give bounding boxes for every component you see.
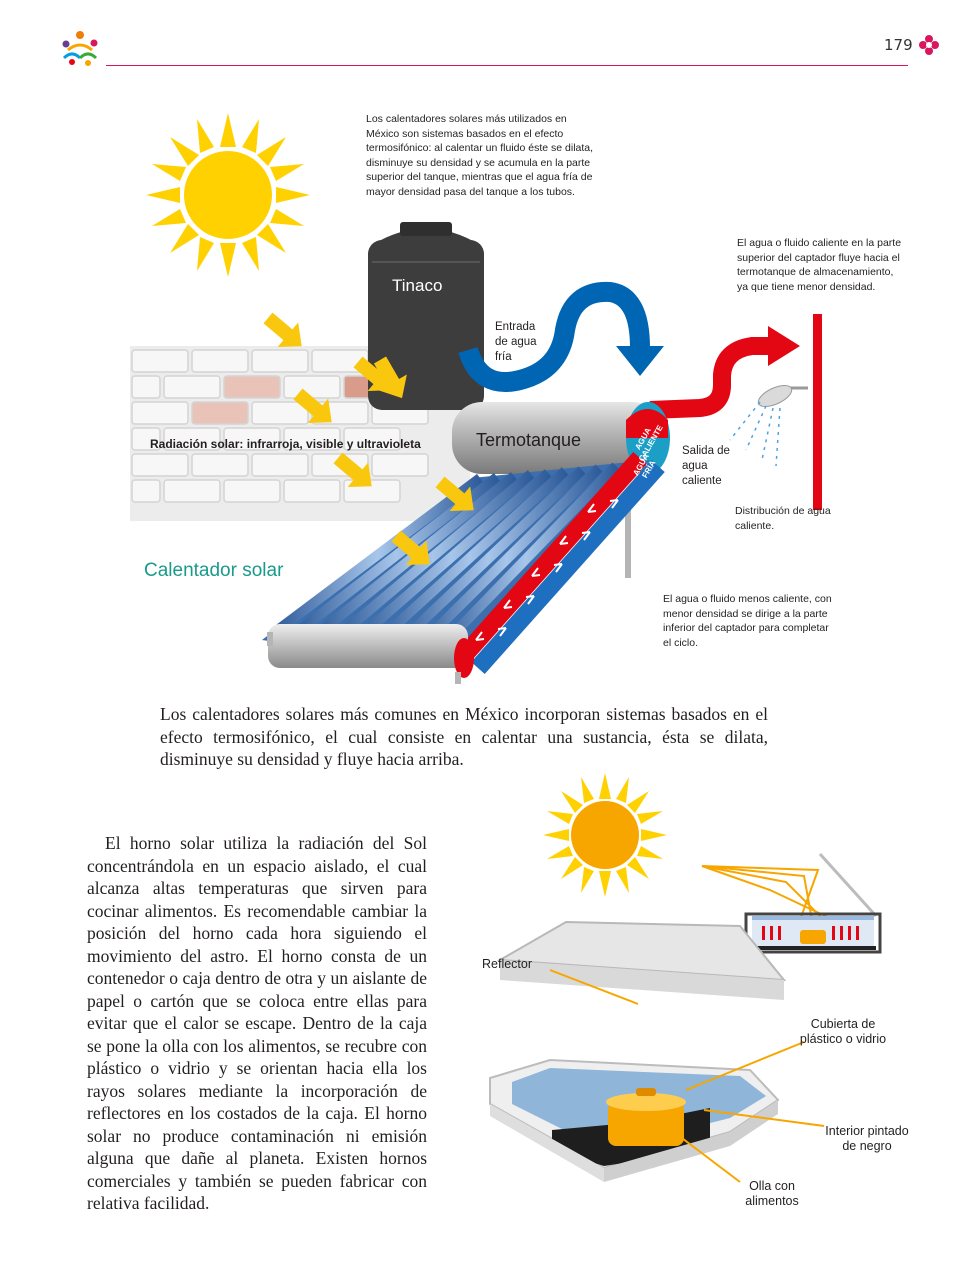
solar-heater-illustration [130, 113, 822, 684]
pot-icon [606, 1088, 686, 1146]
cold-water-pipe [458, 281, 664, 392]
interior-label: Interior pintado de negro [825, 1124, 909, 1153]
tinaco-label: Tinaco [392, 276, 443, 295]
hot-water-pipe [649, 314, 822, 510]
logo-icon [62, 31, 98, 66]
radiation-label: Radiación solar: infrarroja, visible y u… [150, 437, 421, 451]
salida-label: Salida de agua caliente [682, 445, 730, 487]
tinaco [368, 222, 484, 410]
radiation-arrows [263, 312, 474, 565]
big-oven-drawing [489, 920, 787, 1182]
hot-flow-note: El agua o fluido caliente en la parte su… [737, 237, 902, 293]
solar-oven-illustration [489, 773, 882, 1183]
collector-panel [262, 452, 665, 684]
small-sun-icon [543, 773, 667, 897]
shower-icon [729, 384, 808, 467]
heater-caption: Los calentadores solares más comunes en … [160, 704, 768, 769]
oven-paragraph: El horno solar utiliza la radiación del … [87, 833, 427, 1213]
termotanque-label: Termotanque [476, 430, 582, 450]
intro-note: Los calentadores solares más utilizados … [366, 113, 594, 198]
entrada-label: Entrada de agua fría [495, 321, 537, 363]
cubierta-label: Cubierta de plástico o vidrio [799, 1017, 887, 1046]
flower-icon [919, 35, 939, 55]
reflector-label: Reflector [482, 957, 533, 971]
heater-title: Calentador solar [144, 560, 284, 581]
olla-label: Olla con alimentos [745, 1179, 799, 1208]
sun-icon [146, 113, 310, 277]
distribution-label: Distribución de agua caliente. [735, 505, 831, 532]
page-number: 179 [884, 36, 913, 54]
header-rule [106, 65, 908, 66]
cold-flow-note: El agua o fluido menos caliente, con men… [663, 593, 832, 649]
termotanque [452, 402, 670, 474]
